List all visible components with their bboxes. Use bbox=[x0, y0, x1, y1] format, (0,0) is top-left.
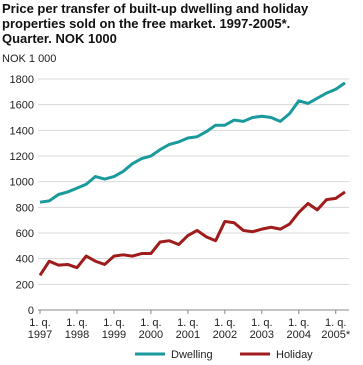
x-tick-label: 1. q. 2005* bbox=[321, 317, 350, 341]
y-tick-label: 1800 bbox=[10, 74, 34, 86]
data-line bbox=[38, 190, 346, 277]
y-tick-label: 1400 bbox=[10, 125, 34, 137]
chart-title-line: properties sold on the free market. 1997… bbox=[2, 16, 290, 31]
y-tick-label: 800 bbox=[16, 202, 34, 214]
legend-label: Holiday bbox=[276, 349, 313, 361]
y-tick-label: 600 bbox=[16, 228, 34, 240]
y-tick-label: 200 bbox=[16, 279, 34, 291]
x-tick-label: 1. q. 2000 bbox=[139, 317, 163, 341]
data-line bbox=[39, 81, 346, 204]
x-tick-label: 1. q. 2004 bbox=[287, 317, 311, 341]
y-tick-label: 400 bbox=[16, 254, 34, 266]
y-tick-label: 1600 bbox=[10, 100, 34, 112]
x-tick-label: 1. q. 2001 bbox=[176, 317, 200, 341]
x-tick-label: 1. q. 2003 bbox=[250, 317, 274, 341]
x-tick-label: 1. q. 1997 bbox=[28, 317, 52, 341]
legend-label: Dwelling bbox=[171, 349, 213, 361]
y-tick-label: 1000 bbox=[10, 177, 34, 189]
x-tick-label: 1. q. 1998 bbox=[65, 317, 89, 341]
y-tick-label: 0 bbox=[28, 305, 34, 317]
x-tick-label: 1. q. 1999 bbox=[102, 317, 126, 341]
y-axis-label: NOK 1 000 bbox=[2, 53, 56, 65]
x-tick-label: 1. q. 2002 bbox=[213, 317, 237, 341]
y-tick-label: 1200 bbox=[10, 151, 34, 163]
chart-title-line: Quarter. NOK 1000 bbox=[2, 31, 117, 46]
chart-title-line: Price per transfer of built-up dwelling … bbox=[2, 1, 309, 16]
